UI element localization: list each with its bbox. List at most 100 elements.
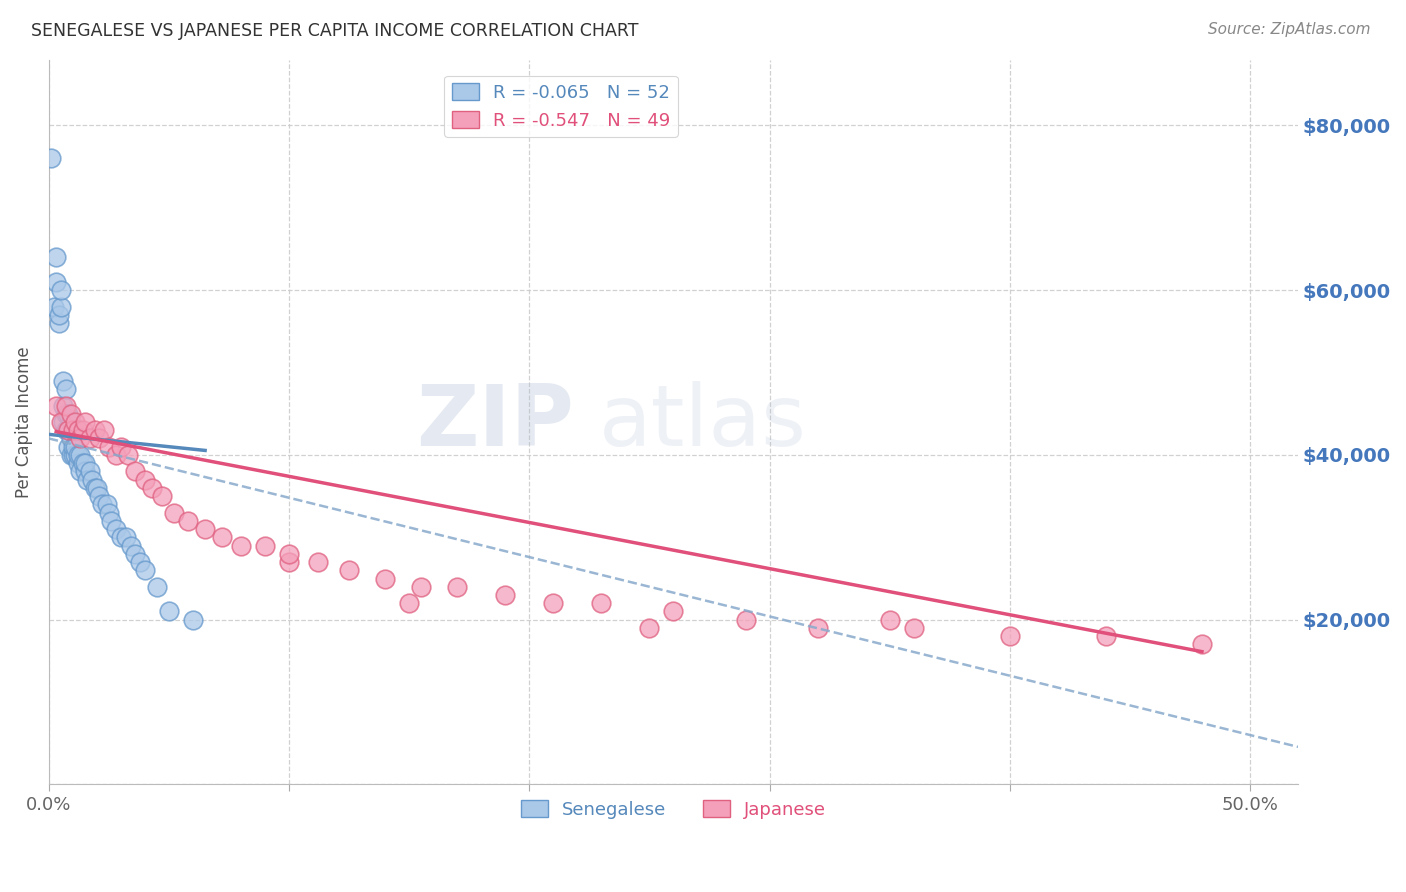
Point <box>114 530 136 544</box>
Point <box>734 613 756 627</box>
Point <box>62 423 84 437</box>
Point <box>150 489 173 503</box>
Point <box>48 316 70 330</box>
Point <box>45 250 67 264</box>
Point <box>55 407 77 421</box>
Point <box>181 613 204 627</box>
Point <box>65 448 87 462</box>
Point <box>879 613 901 627</box>
Point <box>52 374 75 388</box>
Point <box>59 432 82 446</box>
Point <box>62 440 84 454</box>
Point <box>59 448 82 462</box>
Point <box>72 456 94 470</box>
Text: Source: ZipAtlas.com: Source: ZipAtlas.com <box>1208 22 1371 37</box>
Legend: Senegalese, Japanese: Senegalese, Japanese <box>513 793 834 826</box>
Point <box>278 555 301 569</box>
Point <box>41 152 63 166</box>
Point <box>72 423 94 437</box>
Point <box>177 514 200 528</box>
Point <box>69 448 91 462</box>
Point <box>903 621 925 635</box>
Point <box>82 473 104 487</box>
Point <box>48 308 70 322</box>
Point <box>100 514 122 528</box>
Text: atlas: atlas <box>599 381 807 464</box>
Point <box>55 399 77 413</box>
Point <box>110 440 132 454</box>
Point <box>998 629 1021 643</box>
Point <box>62 423 84 437</box>
Point <box>120 539 142 553</box>
Point <box>83 481 105 495</box>
Point <box>73 465 96 479</box>
Point <box>49 283 72 297</box>
Point <box>98 440 121 454</box>
Point <box>124 465 146 479</box>
Point <box>105 522 128 536</box>
Point <box>194 522 217 536</box>
Point <box>1095 629 1118 643</box>
Point <box>65 440 87 454</box>
Point <box>662 604 685 618</box>
Point <box>543 596 565 610</box>
Point <box>79 465 101 479</box>
Point <box>56 423 79 437</box>
Point <box>638 621 661 635</box>
Point <box>56 440 79 454</box>
Point <box>52 399 75 413</box>
Point <box>42 300 65 314</box>
Point <box>89 489 111 503</box>
Point <box>66 448 89 462</box>
Point <box>55 423 77 437</box>
Point <box>278 547 301 561</box>
Point <box>494 588 516 602</box>
Point <box>76 473 98 487</box>
Point <box>83 423 105 437</box>
Point <box>129 555 152 569</box>
Point <box>93 423 115 437</box>
Point <box>52 415 75 429</box>
Point <box>96 497 118 511</box>
Point <box>141 481 163 495</box>
Point <box>55 382 77 396</box>
Point <box>124 547 146 561</box>
Point <box>62 448 84 462</box>
Point <box>49 415 72 429</box>
Point <box>157 604 180 618</box>
Point <box>59 415 82 429</box>
Point <box>69 465 91 479</box>
Point <box>66 456 89 470</box>
Point <box>98 506 121 520</box>
Point <box>59 407 82 421</box>
Y-axis label: Per Capita Income: Per Capita Income <box>15 346 32 498</box>
Point <box>231 539 253 553</box>
Point <box>307 555 329 569</box>
Point <box>66 423 89 437</box>
Text: SENEGALESE VS JAPANESE PER CAPITA INCOME CORRELATION CHART: SENEGALESE VS JAPANESE PER CAPITA INCOME… <box>31 22 638 40</box>
Point <box>398 596 420 610</box>
Point <box>56 407 79 421</box>
Point <box>105 448 128 462</box>
Point <box>591 596 613 610</box>
Point <box>337 563 360 577</box>
Text: ZIP: ZIP <box>416 381 574 464</box>
Point <box>79 432 101 446</box>
Point <box>134 563 156 577</box>
Point <box>807 621 830 635</box>
Point <box>1191 637 1213 651</box>
Point <box>211 530 233 544</box>
Point <box>65 415 87 429</box>
Point <box>134 473 156 487</box>
Point <box>411 580 433 594</box>
Point <box>110 530 132 544</box>
Point <box>45 399 67 413</box>
Point <box>146 580 169 594</box>
Point <box>56 423 79 437</box>
Point <box>49 300 72 314</box>
Point <box>254 539 277 553</box>
Point <box>86 481 108 495</box>
Point <box>163 506 186 520</box>
Point <box>90 497 112 511</box>
Point <box>117 448 139 462</box>
